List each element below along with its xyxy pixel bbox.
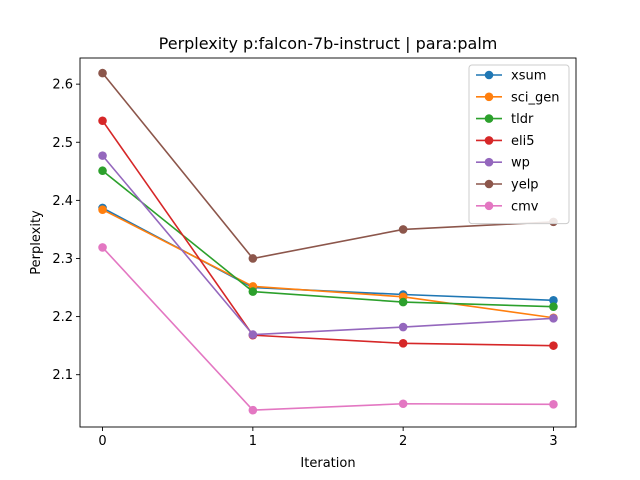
y-axis-label: Perplexity bbox=[29, 210, 44, 275]
x-tick-label: 0 bbox=[98, 434, 106, 449]
legend-label-wp: wp bbox=[511, 156, 530, 171]
series-line-yelp bbox=[101, 72, 554, 260]
x-axis: 0 1 2 3 bbox=[98, 427, 558, 449]
data-point-cmv bbox=[398, 399, 408, 409]
series-line-cmv bbox=[101, 246, 554, 411]
x-tick-label: 3 bbox=[549, 434, 557, 449]
data-point-eli5 bbox=[398, 339, 408, 348]
data-point-yelp bbox=[248, 254, 258, 263]
data-point-tldr bbox=[398, 297, 408, 307]
data-point-yelp bbox=[98, 68, 107, 78]
data-point-cmv bbox=[98, 243, 107, 252]
legend-marker bbox=[484, 201, 494, 211]
plot-frame bbox=[79, 57, 577, 428]
y-tick-label: 2.1 bbox=[52, 368, 73, 383]
data-point-cmv bbox=[248, 405, 258, 415]
legend-marker bbox=[484, 114, 494, 123]
plot-series-group bbox=[98, 68, 558, 415]
legend-marker bbox=[484, 70, 494, 80]
legend-marker bbox=[484, 92, 494, 102]
x-tick-label: 2 bbox=[399, 434, 407, 449]
y-tick-label: 2.4 bbox=[52, 194, 73, 209]
data-point-yelp bbox=[398, 225, 408, 234]
legend-label-tldr: tldr bbox=[511, 112, 534, 127]
legend-marker bbox=[484, 157, 494, 167]
y-tick-label: 2.5 bbox=[52, 136, 73, 151]
series-line-sci_gen bbox=[102, 208, 554, 319]
data-point-tldr bbox=[549, 302, 558, 312]
legend-label-yelp: yelp bbox=[511, 178, 539, 193]
x-axis-label: Iteration bbox=[300, 456, 355, 471]
y-axis: 2.1 2.2 2.3 2.4 2.5 2.6 bbox=[52, 78, 80, 383]
legend-label-xsum: xsum bbox=[511, 69, 546, 84]
data-point-wp bbox=[549, 314, 558, 323]
data-point-cmv bbox=[549, 400, 558, 409]
data-point-eli5 bbox=[549, 341, 558, 350]
series-line-eli5 bbox=[101, 120, 554, 347]
legend-label-cmv: cmv bbox=[511, 199, 539, 214]
legend-marker bbox=[484, 179, 494, 189]
legend-label-eli5: eli5 bbox=[511, 134, 535, 149]
data-point-sci_gen bbox=[98, 205, 107, 214]
y-tick-label: 2.2 bbox=[52, 310, 73, 325]
x-tick-label: 1 bbox=[249, 434, 257, 449]
data-point-wp bbox=[98, 151, 107, 160]
chart-title: Perplexity p:falcon-7b-instruct | para:p… bbox=[159, 34, 498, 53]
y-tick-label: 2.3 bbox=[52, 252, 73, 267]
y-tick-label: 2.6 bbox=[52, 78, 73, 93]
data-point-tldr bbox=[248, 287, 258, 296]
data-point-eli5 bbox=[98, 116, 107, 126]
series-line-wp bbox=[101, 155, 554, 336]
data-point-wp bbox=[398, 322, 408, 332]
data-point-wp bbox=[248, 330, 258, 339]
legend-marker bbox=[484, 136, 494, 145]
series-line-tldr bbox=[102, 170, 554, 308]
legend-label-sci_gen: sci_gen bbox=[511, 90, 560, 105]
data-point-tldr bbox=[98, 166, 107, 176]
data-point-xsum bbox=[549, 296, 558, 305]
